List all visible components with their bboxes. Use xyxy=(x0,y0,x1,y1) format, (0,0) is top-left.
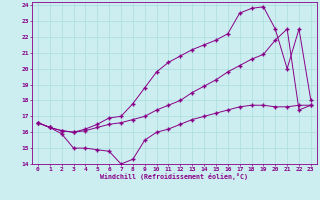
X-axis label: Windchill (Refroidissement éolien,°C): Windchill (Refroidissement éolien,°C) xyxy=(100,173,248,180)
